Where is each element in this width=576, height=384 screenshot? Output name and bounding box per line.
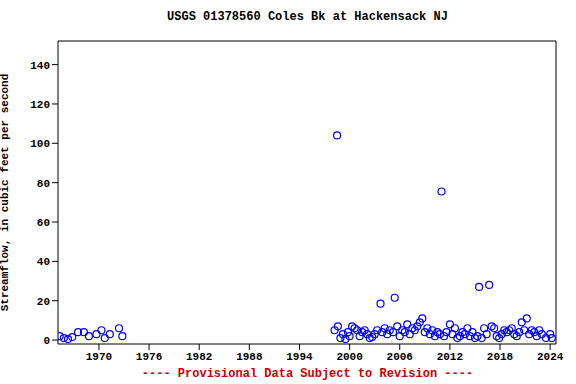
svg-text:2018: 2018	[487, 351, 514, 363]
svg-text:0: 0	[43, 335, 50, 347]
svg-text:40: 40	[37, 256, 50, 268]
svg-text:100: 100	[30, 138, 50, 150]
svg-text:1976: 1976	[136, 351, 162, 363]
svg-text:140: 140	[30, 60, 50, 72]
html-text:---- Provisional Data Subject: ---- Provisional Data Subject to Revisio…	[141, 367, 474, 381]
svg-text:Streamflow, in cubic feet per: Streamflow, in cubic feet per second	[8, 74, 11, 312]
svg-text:20: 20	[37, 296, 50, 308]
svg-text:1982: 1982	[186, 351, 212, 363]
svg-text:2024: 2024	[537, 351, 564, 363]
svg-text:2012: 2012	[437, 351, 463, 363]
svg-text:2006: 2006	[387, 351, 413, 363]
svg-text:2000: 2000	[336, 351, 362, 363]
html-text:USGS 01378560 Coles Bk at Hack: USGS 01378560 Coles Bk at Hackensack NJ	[167, 10, 448, 24]
svg-text:60: 60	[37, 217, 50, 229]
svg-text:1988: 1988	[236, 351, 263, 363]
svg-text:1970: 1970	[86, 351, 112, 363]
svg-text:120: 120	[30, 99, 50, 111]
svg-text:80: 80	[37, 178, 50, 190]
svg-text:1994: 1994	[286, 351, 313, 363]
